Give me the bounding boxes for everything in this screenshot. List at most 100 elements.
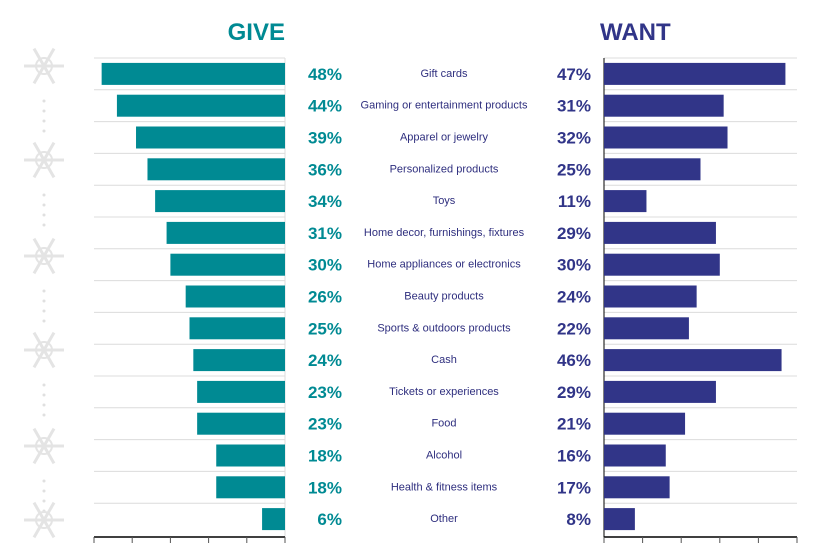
- want-data-label: 30%: [557, 256, 591, 275]
- category-label: Gaming or entertainment products: [361, 100, 528, 112]
- give-bar: [216, 476, 285, 499]
- snowflake-icon: [42, 255, 56, 275]
- snowflake-icon: [42, 141, 56, 161]
- give-bar: [262, 508, 285, 531]
- dot-string-icon: [42, 193, 46, 197]
- dot-string-icon: [42, 413, 46, 417]
- snowflake-icon: [35, 57, 53, 75]
- snowflake-icon: [35, 437, 53, 455]
- want-bar: [604, 221, 716, 244]
- category-label: Cash: [431, 354, 457, 366]
- want-bar: [604, 444, 666, 467]
- give-data-label: 31%: [308, 224, 342, 243]
- give-bar: [136, 126, 285, 149]
- give-bar: [147, 158, 285, 181]
- snowflake-icon: [35, 511, 53, 529]
- dot-string-icon: [42, 479, 46, 483]
- give-data-label: 36%: [308, 160, 342, 179]
- want-bar: [604, 62, 786, 85]
- want-bar: [604, 508, 635, 531]
- want-data-label: 11%: [558, 192, 591, 211]
- snowflake-icon: [42, 427, 56, 447]
- dot-string-icon: [42, 309, 46, 313]
- give-data-label: 18%: [308, 478, 342, 497]
- give-data-label: 34%: [308, 192, 342, 211]
- dot-string-icon: [42, 109, 46, 113]
- give-title: GIVE: [228, 19, 285, 46]
- category-label: Food: [431, 418, 456, 430]
- want-bar: [604, 317, 689, 340]
- give-data-label: 39%: [308, 129, 342, 148]
- category-label: Home decor, furnishings, fixtures: [364, 227, 525, 239]
- snowflake-icon: [32, 331, 46, 351]
- snowflake-icon: [32, 501, 46, 521]
- give-bar: [193, 349, 285, 372]
- want-bar: [604, 253, 720, 276]
- give-bar: [155, 190, 285, 213]
- snowflake-icon: [32, 65, 46, 85]
- category-label: Home appliances or electronics: [367, 259, 521, 271]
- category-label: Tickets or experiences: [389, 386, 499, 398]
- category-label: Health & fitness items: [391, 481, 498, 493]
- snowflake-icon: [42, 47, 56, 67]
- dot-string-icon: [42, 499, 46, 503]
- dot-string-icon: [42, 223, 46, 227]
- want-data-label: 31%: [557, 97, 591, 116]
- give-bar: [197, 412, 285, 435]
- category-label: Personalized products: [390, 163, 499, 175]
- give-data-label: 26%: [308, 288, 342, 307]
- snowflake-icon: [32, 349, 46, 369]
- snowflake-icon: [32, 445, 46, 465]
- give-data-label: 44%: [308, 97, 342, 116]
- snowflake-icon: [32, 427, 46, 447]
- dot-string-icon: [42, 119, 46, 123]
- dot-string-icon: [42, 403, 46, 407]
- category-label: Toys: [433, 195, 456, 207]
- want-bar: [604, 285, 697, 308]
- want-data-label: 16%: [557, 447, 591, 466]
- want-title: WANT: [600, 19, 671, 46]
- want-data-label: 25%: [557, 160, 591, 179]
- want-data-label: 32%: [557, 129, 591, 148]
- give-data-label: 30%: [308, 256, 342, 275]
- give-data-label: 48%: [308, 65, 342, 84]
- give-bar: [189, 317, 285, 340]
- want-data-label: 17%: [557, 478, 591, 497]
- want-data-label: 29%: [557, 224, 591, 243]
- snowflake-icon: [42, 501, 56, 521]
- give-bar: [216, 444, 285, 467]
- dot-string-icon: [42, 203, 46, 207]
- give-data-label: 6%: [317, 510, 342, 529]
- category-label: Alcohol: [426, 450, 462, 462]
- dot-string-icon: [42, 393, 46, 397]
- want-bar: [604, 476, 670, 499]
- category-label: Beauty products: [404, 291, 484, 303]
- dot-string-icon: [42, 383, 46, 387]
- snowflake-icon: [32, 141, 46, 161]
- dot-string-icon: [42, 489, 46, 493]
- category-label: Other: [430, 513, 458, 525]
- give-bar: [101, 62, 285, 85]
- snowflake-icon: [32, 47, 46, 67]
- give-data-label: 23%: [308, 383, 342, 402]
- dot-string-icon: [42, 319, 46, 323]
- want-data-label: 22%: [557, 319, 591, 338]
- snowflake-icon: [32, 255, 46, 275]
- give-bar: [185, 285, 285, 308]
- give-bar: [116, 94, 285, 117]
- want-data-label: 21%: [557, 415, 591, 434]
- want-data-label: 46%: [557, 351, 591, 370]
- want-data-label: 24%: [557, 288, 591, 307]
- snowflake-icon: [32, 159, 46, 179]
- dot-string-icon: [42, 99, 46, 103]
- category-label: Gift cards: [420, 68, 468, 80]
- snowflake-icon: [42, 159, 56, 179]
- give-data-label: 23%: [308, 415, 342, 434]
- want-bar: [604, 158, 701, 181]
- want-bar: [604, 380, 716, 403]
- snowflake-icon: [42, 445, 56, 465]
- snowflake-icon: [35, 151, 53, 169]
- snowflake-icon: [42, 65, 56, 85]
- want-data-label: 29%: [557, 383, 591, 402]
- dot-string-icon: [42, 289, 46, 293]
